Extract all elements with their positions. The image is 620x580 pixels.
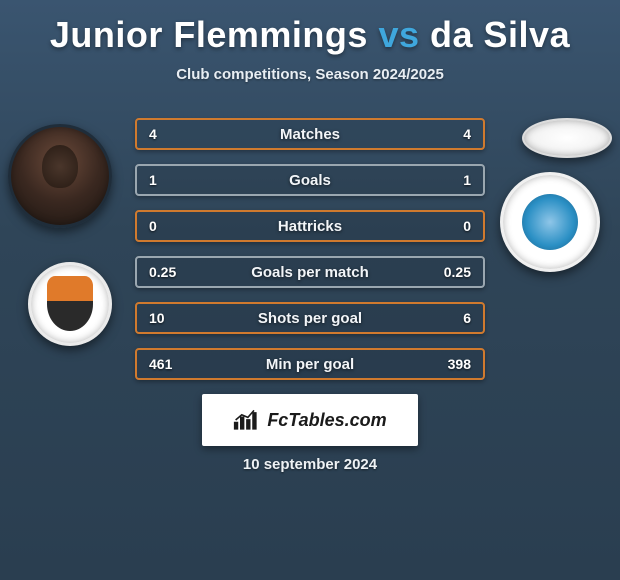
stat-label: Shots per goal <box>258 310 362 327</box>
player2-club-logo <box>500 172 600 272</box>
subtitle: Club competitions, Season 2024/2025 <box>0 66 620 83</box>
player1-club-logo <box>28 262 112 346</box>
stat-row: 0.25 Goals per match 0.25 <box>135 256 485 288</box>
stat-row: 10 Shots per goal 6 <box>135 302 485 334</box>
stat-value-right: 4 <box>463 126 471 142</box>
player2-name: da Silva <box>430 14 570 55</box>
stat-row: 4 Matches 4 <box>135 118 485 150</box>
bars-icon <box>233 409 261 431</box>
stat-label: Goals <box>289 172 331 189</box>
stat-value-left: 1 <box>149 172 157 188</box>
stat-value-left: 10 <box>149 310 165 326</box>
brand-badge: FcTables.com <box>202 394 418 446</box>
stats-table: 4Matches41Goals10Hattricks00.25Goals per… <box>135 118 485 380</box>
brand-text: FcTables.com <box>267 410 386 431</box>
comparison-title: Junior Flemmings vs da Silva <box>0 0 620 56</box>
player1-photo <box>8 124 112 228</box>
stat-row: 0 Hattricks 0 <box>135 210 485 242</box>
stat-row: 1 Goals 1 <box>135 164 485 196</box>
stat-label: Min per goal <box>266 356 354 373</box>
stat-value-right: 398 <box>448 356 471 372</box>
stat-value-right: 0.25 <box>444 264 471 280</box>
stat-value-left: 461 <box>149 356 172 372</box>
date-line: 10 september 2024 <box>0 456 620 473</box>
stat-value-left: 0 <box>149 218 157 234</box>
vs-word: vs <box>378 14 419 55</box>
stat-value-right: 0 <box>463 218 471 234</box>
stat-row: 461 Min per goal 398 <box>135 348 485 380</box>
stat-value-left: 0.25 <box>149 264 176 280</box>
stat-value-left: 4 <box>149 126 157 142</box>
stat-value-right: 6 <box>463 310 471 326</box>
stat-label: Matches <box>280 126 340 143</box>
stat-value-right: 1 <box>463 172 471 188</box>
stat-label: Goals per match <box>251 264 369 281</box>
stat-label: Hattricks <box>278 218 342 235</box>
player2-photo <box>522 118 612 158</box>
player1-name: Junior Flemmings <box>50 14 368 55</box>
